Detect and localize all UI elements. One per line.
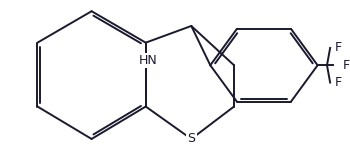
- Text: F: F: [335, 76, 342, 89]
- Text: HN: HN: [139, 54, 158, 67]
- Text: S: S: [187, 132, 195, 145]
- Text: F: F: [343, 59, 350, 72]
- Text: F: F: [335, 41, 342, 54]
